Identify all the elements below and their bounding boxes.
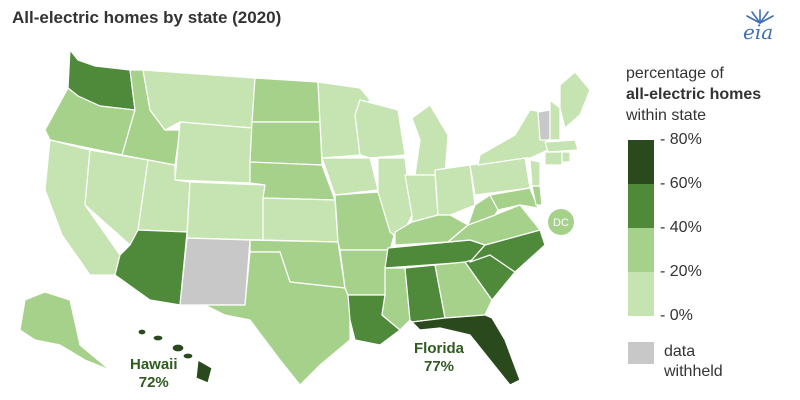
state-new-jersey xyxy=(529,159,541,187)
state-connecticut xyxy=(544,151,563,166)
florida-name: Florida xyxy=(414,340,465,357)
legend-tick-60: 60% xyxy=(660,175,702,193)
legend-tick-40: 40% xyxy=(660,219,702,237)
state-hawaii xyxy=(137,328,213,384)
page-title: All-electric homes by state (2020) xyxy=(12,8,282,27)
hawaii-value: 72% xyxy=(138,374,169,391)
legend-title-line3: within state xyxy=(626,107,707,124)
dc-circle xyxy=(548,209,574,235)
sun-rays-logo-icon xyxy=(746,9,774,24)
us-map: DC xyxy=(19,49,591,386)
state-florida xyxy=(411,314,521,386)
state-south-dakota xyxy=(249,121,323,166)
legend-withheld-label: data withheld xyxy=(664,343,723,380)
eia-logo: eia xyxy=(735,6,785,44)
legend-title-line1: percentage of xyxy=(626,65,724,82)
state-rhode-island xyxy=(561,151,571,163)
state-north-dakota xyxy=(251,77,321,123)
hawaii-callout: Hawaii 72% xyxy=(130,356,178,392)
legend-tick-80: 80% xyxy=(660,131,702,149)
state-colorado xyxy=(186,181,266,241)
state-vermont xyxy=(537,109,551,141)
florida-callout: Florida 77% xyxy=(414,340,464,376)
legend-swatch-withheld xyxy=(628,342,654,364)
state-kentucky xyxy=(394,214,469,246)
legend-title: percentage of all-electric homes within … xyxy=(626,63,761,126)
state-texas xyxy=(204,251,351,386)
state-alaska xyxy=(19,291,111,371)
state-maryland xyxy=(489,187,539,211)
logo-text: eia xyxy=(743,20,774,44)
state-arkansas xyxy=(339,249,391,296)
state-georgia xyxy=(434,261,493,319)
legend-title-line2: all-electric homes xyxy=(626,86,762,103)
florida-value: 77% xyxy=(423,358,455,375)
state-new-hampshire xyxy=(549,99,561,141)
state-massachusetts xyxy=(544,139,579,153)
state-new-mexico xyxy=(179,237,251,306)
state-new-york xyxy=(477,109,549,166)
state-michigan xyxy=(411,104,449,176)
state-kansas xyxy=(262,197,339,243)
dc-label: DC xyxy=(553,217,569,229)
legend-swatch-40-60 xyxy=(628,184,654,228)
state-wisconsin xyxy=(354,99,406,159)
legend-tick-20: 20% xyxy=(660,263,702,281)
legend-swatch-0-20 xyxy=(628,272,654,316)
dc-marker: DC xyxy=(548,209,574,235)
state-wyoming xyxy=(174,121,253,184)
state-ohio xyxy=(434,164,476,216)
legend-swatch-60-80 xyxy=(628,140,654,184)
legend-tick-0: 0% xyxy=(660,307,693,325)
hawaii-name: Hawaii xyxy=(130,356,178,373)
state-montana xyxy=(142,69,256,131)
state-maine xyxy=(559,71,591,129)
legend-swatch-20-40 xyxy=(628,228,654,272)
